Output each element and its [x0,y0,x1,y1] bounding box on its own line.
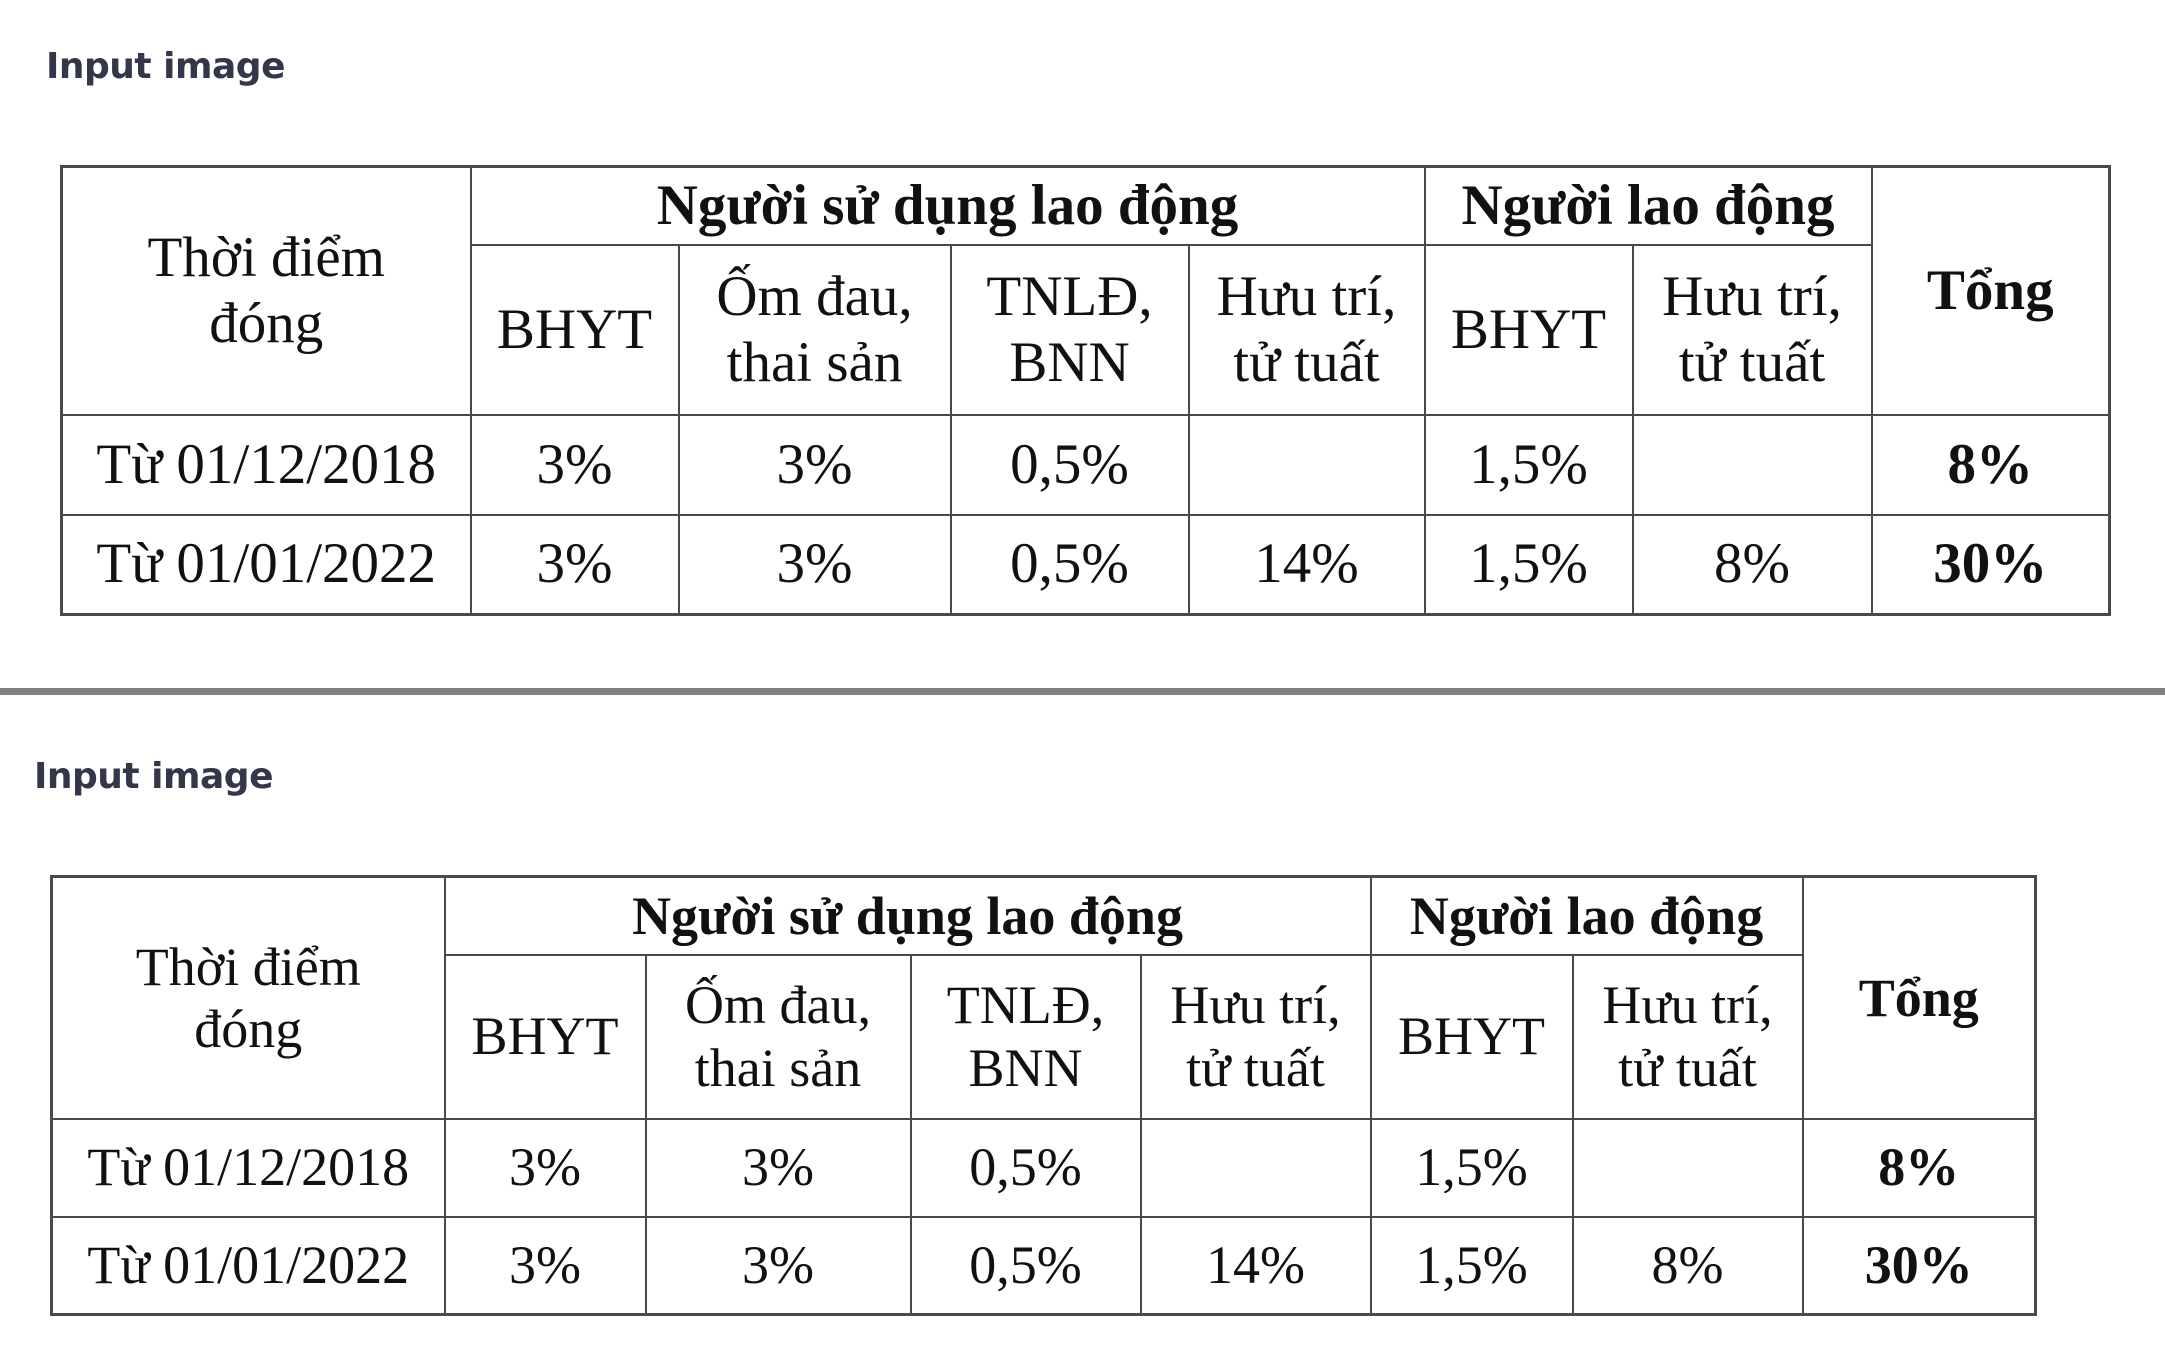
input-image-label: Input image [46,46,286,87]
panel-divider [0,688,2165,695]
screen-panel-bottom: Input image Thời điểm đóng Người sử dụng… [0,698,2165,1368]
employer-col-header: TNLĐ, BNN [909,953,1142,1120]
rate-cell: 1,5% [1423,513,1634,616]
table-row: Từ 01/12/2018 3% 3% 0,5% 1,5% 8% [60,413,2111,516]
employer-col-header: Hưu trí, tử tuất [1139,953,1372,1120]
screen-panel-top: Input image Thời điểm đóng Người sử dụng… [46,46,2112,616]
rate-cell: 1,5% [1369,1215,1574,1316]
rate-cell: 14% [1187,513,1426,616]
employer-col-header: BHYT [443,953,647,1120]
period-header: Thời điểm đóng [50,875,446,1120]
employer-col-header: Ốm đau, thai sản [677,243,952,416]
rate-cell: 3% [677,413,952,516]
total-cell: 30% [1870,513,2111,616]
rate-cell: 3% [443,1117,647,1218]
employer-col-header: TNLĐ, BNN [949,243,1190,416]
rate-cell: 3% [443,1215,647,1316]
total-header: Tổng [1801,875,2037,1120]
contribution-rates-table: Thời điểm đóng Người sử dụng lao động Ng… [50,875,2038,1316]
rate-cell: 3% [469,413,680,516]
total-cell: 8% [1870,413,2111,516]
period-cell: Từ 01/12/2018 [50,1117,446,1218]
employer-col-header: BHYT [469,243,680,416]
total-header: Tổng [1870,165,2111,416]
period-cell: Từ 01/12/2018 [60,413,472,516]
employee-col-header: BHYT [1423,243,1634,416]
total-cell: 8% [1801,1117,2037,1218]
table-row: Từ 01/01/2022 3% 3% 0,5% 14% 1,5% 8% 30% [60,513,2111,616]
rate-cell: 8% [1631,513,1873,616]
rate-cell: 1,5% [1423,413,1634,516]
rate-cell: 0,5% [909,1117,1142,1218]
period-header: Thời điểm đóng [60,165,472,416]
table-row: Từ 01/12/2018 3% 3% 0,5% 1,5% 8% [50,1117,2037,1218]
employer-group-header: Người sử dụng lao động [443,875,1372,956]
table-row: Từ 01/01/2022 3% 3% 0,5% 14% 1,5% 8% 30% [50,1215,2037,1316]
total-cell: 30% [1801,1215,2037,1316]
rate-cell: 8% [1571,1215,1804,1316]
rate-cell: 14% [1139,1215,1372,1316]
rate-cell: 3% [677,513,952,616]
rate-cell: 0,5% [909,1215,1142,1316]
employee-col-header: Hưu trí, tử tuất [1571,953,1804,1120]
rate-cell: 3% [644,1117,912,1218]
rate-cell [1187,413,1426,516]
employee-group-header: Người lao động [1369,875,1804,956]
rate-cell: 1,5% [1369,1117,1574,1218]
employee-col-header: BHYT [1369,953,1574,1120]
employee-group-header: Người lao động [1423,165,1873,246]
employer-col-header: Ốm đau, thai sản [644,953,912,1120]
rate-cell: 3% [644,1215,912,1316]
input-image-label: Input image [34,756,274,797]
employer-col-header: Hưu trí, tử tuất [1187,243,1426,416]
rate-cell: 3% [469,513,680,616]
rate-cell: 0,5% [949,413,1190,516]
employer-group-header: Người sử dụng lao động [469,165,1426,246]
rate-cell [1571,1117,1804,1218]
employee-col-header: Hưu trí, tử tuất [1631,243,1873,416]
period-cell: Từ 01/01/2022 [50,1215,446,1316]
period-cell: Từ 01/01/2022 [60,513,472,616]
rate-cell [1631,413,1873,516]
rate-cell: 0,5% [949,513,1190,616]
rate-cell [1139,1117,1372,1218]
contribution-rates-table: Thời điểm đóng Người sử dụng lao động Ng… [60,165,2112,616]
